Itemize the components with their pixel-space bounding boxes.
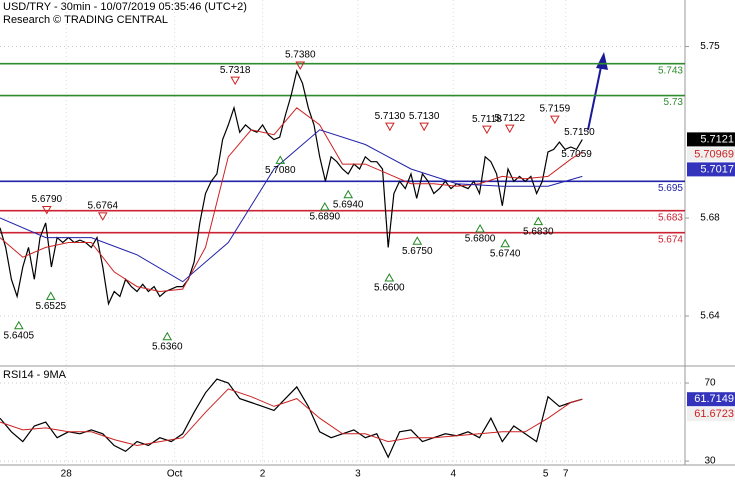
chart-subtitle: Research © TRADING CENTRAL [3,14,168,26]
high-marker [97,212,108,221]
price-box-label: 5.7017 [700,163,734,175]
forecast-arrowhead [596,52,608,70]
low-marker [319,201,330,211]
series-line [0,378,583,459]
low-marker [343,189,354,199]
marker-label: 5.7080 [265,165,296,176]
series-line [0,69,583,306]
marker-label: 5.6940 [333,199,364,210]
level-label: 5.695 [658,183,683,194]
chart-title: USD/TRY - 30min - 10/07/2019 05:35:46 (U… [3,1,247,13]
marker-label: 5.6750 [402,246,433,257]
price-box [687,147,735,162]
price-box [687,132,735,147]
marker-label: 5.7130 [375,111,406,122]
marker-label: 5.7130 [409,111,440,122]
low-marker [384,273,395,282]
high-marker [385,122,395,132]
low-marker [533,216,544,226]
level-label: 5.674 [658,234,683,245]
low-marker [162,331,173,341]
y-tick-label: 5.68 [700,213,720,224]
x-tick-label: 7 [563,469,569,480]
x-tick-label: 3 [355,469,361,480]
low-marker [13,320,24,330]
marker-label: 5.7150 [564,127,595,138]
x-tick-label: 4 [450,469,456,480]
x-tick-label: 5 [543,469,549,480]
y-tick-label: 30 [704,456,716,467]
price-box [687,162,735,177]
marker-label: 5.7122 [494,113,525,124]
marker-label: 5.6800 [465,234,496,245]
price-box-label: 61.6723 [694,408,734,420]
marker-label: 5.6600 [374,283,405,294]
high-marker [504,124,515,134]
low-marker [275,155,286,164]
high-marker [295,61,306,70]
low-marker [500,238,511,248]
price-box-label: 5.70969 [694,148,734,160]
high-marker [419,122,429,132]
series-line [0,129,583,283]
series-line [0,388,583,447]
price-box [687,407,735,422]
level-label: 5.743 [658,65,683,76]
high-marker [482,125,492,135]
marker-label: 5.7380 [285,50,316,61]
marker-label: 5.6790 [32,194,63,205]
high-marker [549,115,560,125]
marker-label: 5.6830 [523,226,554,237]
level-label: 5.683 [658,212,683,223]
y-tick-label: 70 [704,378,716,389]
low-marker [45,291,56,300]
marker-label: 5.7159 [540,104,571,115]
price-box [687,392,735,407]
marker-label: 5.6525 [36,301,67,312]
x-tick-label: 2 [260,469,266,480]
y-tick-label: 5.75 [700,41,720,52]
marker-label: 5.7118 [472,114,502,125]
low-marker [412,236,423,245]
x-tick-label: 28 [61,469,73,480]
y-tick-label: 5.64 [700,311,720,322]
panel-title: RSI14 - 9MA [3,369,67,381]
marker-label: 5.6890 [310,212,341,223]
series-line [0,107,583,293]
x-tick-label: Oct [167,469,183,480]
level-label: 5.73 [664,97,684,108]
price-box-label: 5.7121 [700,133,734,145]
marker-label: 5.6405 [4,330,35,341]
price-box-label: 61.7149 [694,393,734,405]
low-marker [475,224,485,233]
marker-label: 5.7059 [561,149,592,160]
high-marker [41,205,52,215]
high-marker [230,76,241,86]
marker-label: 5.7318 [220,65,251,76]
marker-label: 5.6740 [490,248,521,259]
marker-label: 5.6764 [87,200,118,211]
marker-label: 5.6360 [152,341,183,352]
